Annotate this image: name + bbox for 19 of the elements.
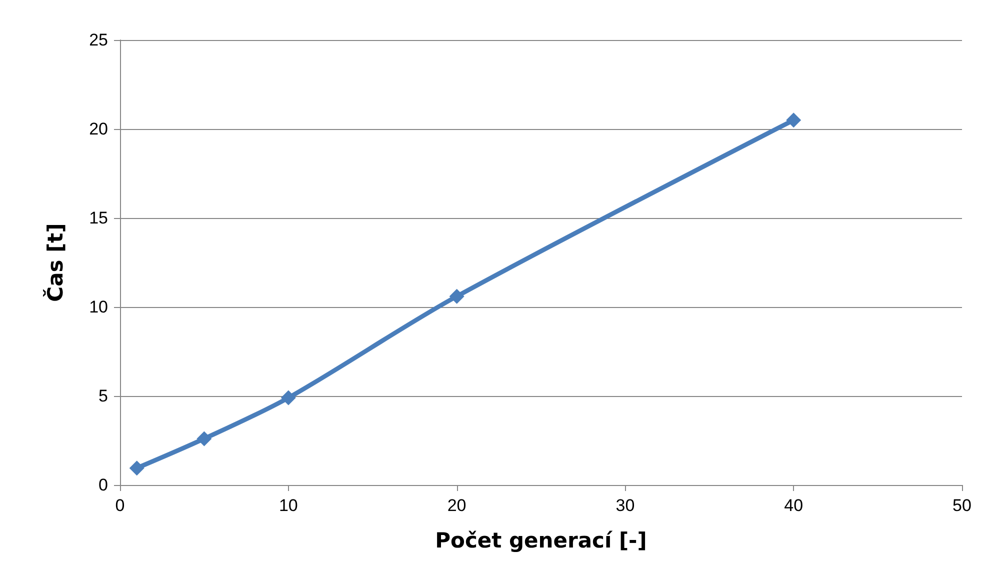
x-tick-label: 20 <box>447 496 466 515</box>
point <box>196 431 212 446</box>
x-tick-label: 0 <box>115 496 125 515</box>
y-tick-label: 10 <box>89 298 108 316</box>
y-tick-label: 20 <box>89 120 108 138</box>
point <box>280 390 296 406</box>
x-tick-label: 50 <box>952 496 972 515</box>
x-tick-label: 30 <box>616 496 635 515</box>
y-tick-label: 5 <box>98 386 108 406</box>
point <box>129 460 144 476</box>
x-tick-label: 40 <box>784 496 804 515</box>
x-axis-title: Počet generací [-] <box>435 528 647 552</box>
point <box>449 288 464 304</box>
y-tick-label: 0 <box>98 476 108 494</box>
point <box>786 112 802 128</box>
y-tick-label: 15 <box>89 208 108 228</box>
x-tick-label: 10 <box>278 496 298 515</box>
y-axis-title: Čas [t] <box>42 223 68 302</box>
y-tick-label: 25 <box>89 30 108 50</box>
